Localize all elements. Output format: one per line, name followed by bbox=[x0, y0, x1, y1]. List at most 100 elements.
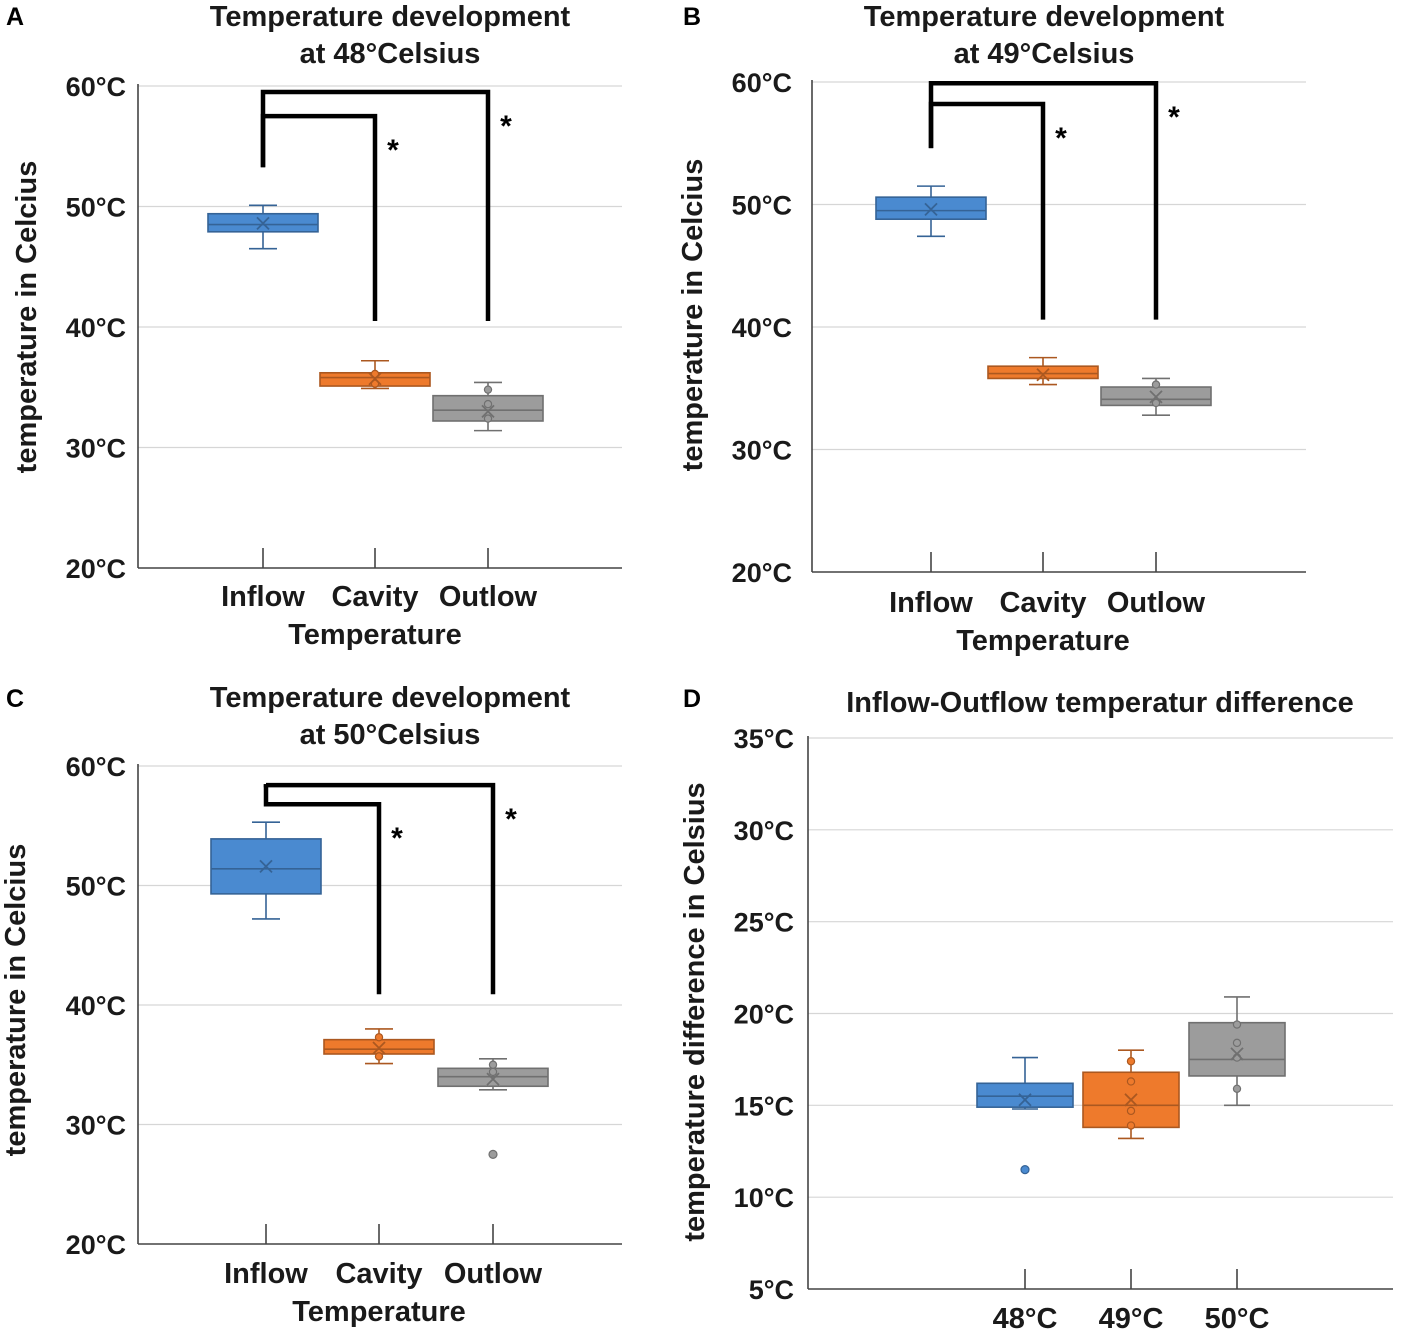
data-point bbox=[374, 1052, 384, 1061]
data-point bbox=[483, 414, 493, 423]
mean-marker bbox=[1230, 1047, 1244, 1061]
box-body bbox=[987, 365, 1099, 380]
data-point bbox=[1126, 1057, 1136, 1066]
box-cavity bbox=[987, 356, 1099, 386]
y-tick-label: 20°C bbox=[734, 1000, 794, 1030]
box-cavity bbox=[323, 1028, 435, 1065]
box-cavity bbox=[319, 359, 431, 390]
chart-title: Temperature development bbox=[210, 682, 571, 714]
mean-marker bbox=[1124, 1093, 1138, 1107]
box-outlow bbox=[432, 381, 544, 432]
data-point bbox=[1232, 1038, 1242, 1048]
chart-title: at 50°Celsius bbox=[300, 719, 481, 751]
panel-letter: C bbox=[6, 685, 24, 713]
box-outlow bbox=[1100, 377, 1212, 417]
y-axis-label: temperature in Celcius bbox=[0, 844, 32, 1157]
y-tick-label: 30°C bbox=[732, 436, 792, 466]
y-axis-label: temperature in Celcius bbox=[677, 159, 709, 472]
significance-star: * bbox=[505, 803, 517, 836]
panel-b: B Temperature development at 49°Celsius 20°… bbox=[677, 1, 1306, 657]
mean-marker bbox=[486, 1072, 500, 1086]
y-tick-label: 35°C bbox=[734, 724, 794, 754]
y-tick-label: 60°C bbox=[732, 68, 792, 98]
mean-marker bbox=[256, 216, 270, 231]
y-tick-label: 40°C bbox=[732, 313, 792, 343]
panel-c: C Temperature development at 50°Celsius 20°… bbox=[0, 682, 622, 1328]
significance-star: * bbox=[1168, 101, 1180, 134]
chart-title: Inflow-Outflow temperatur difference bbox=[846, 687, 1354, 719]
significance-bracket bbox=[263, 784, 382, 995]
box-body bbox=[1188, 1021, 1286, 1077]
outlier-point bbox=[1020, 1165, 1030, 1175]
y-tick-label: 30°C bbox=[66, 1111, 126, 1141]
x-tick-label: Cavity bbox=[999, 587, 1086, 619]
panel-letter: D bbox=[683, 685, 701, 713]
y-tick-label: 50°C bbox=[732, 191, 792, 221]
y-tick-label: 50°C bbox=[66, 193, 126, 223]
box-49c bbox=[1082, 1049, 1180, 1140]
box-inflow bbox=[875, 185, 987, 238]
data-point bbox=[488, 1060, 498, 1069]
data-point bbox=[374, 1033, 384, 1042]
box-50c bbox=[1188, 996, 1286, 1107]
mean-marker bbox=[924, 202, 938, 217]
y-tick-label: 40°C bbox=[66, 313, 126, 343]
mean-marker bbox=[1036, 368, 1050, 382]
y-axis-label: temperature in Celcius bbox=[11, 161, 43, 474]
y-tick-label: 50°C bbox=[66, 872, 126, 902]
outlier-point bbox=[488, 1149, 498, 1159]
y-axis-label: temperature difference in Celsius bbox=[679, 782, 711, 1241]
x-tick-label: Cavity bbox=[331, 581, 418, 613]
panel-a: A Temperature development at 48°Celsius 20°… bbox=[6, 1, 622, 651]
panel-letter: B bbox=[683, 3, 701, 31]
significance-bracket bbox=[263, 782, 496, 995]
y-tick-label: 10°C bbox=[734, 1183, 794, 1213]
x-tick-label: Cavity bbox=[335, 1258, 422, 1290]
box-48c bbox=[976, 1056, 1074, 1175]
x-tick-label: Outlow bbox=[444, 1258, 543, 1290]
data-point bbox=[483, 385, 493, 394]
significance-star: * bbox=[387, 134, 399, 167]
x-axis-label: Temperature bbox=[292, 1296, 466, 1328]
significance-bracket bbox=[928, 80, 1159, 320]
y-tick-label: 60°C bbox=[66, 752, 126, 782]
box-inflow bbox=[207, 204, 319, 250]
y-tick-label: 20°C bbox=[732, 558, 792, 588]
panel-d: D Inflow-Outflow temperatur difference 5°C… bbox=[679, 685, 1393, 1335]
x-tick-label: Inflow bbox=[221, 581, 305, 613]
y-tick-label: 5°C bbox=[749, 1275, 794, 1305]
x-tick-label: Outlow bbox=[1107, 587, 1206, 619]
mean-marker bbox=[1149, 390, 1163, 404]
y-tick-label: 15°C bbox=[734, 1091, 794, 1121]
chart-title: Temperature development bbox=[210, 1, 571, 33]
data-point bbox=[483, 399, 493, 409]
chart-title: at 48°Celsius bbox=[300, 38, 481, 70]
x-tick-label: Outlow bbox=[439, 581, 538, 613]
significance-star: * bbox=[1055, 122, 1067, 155]
significance-star: * bbox=[500, 110, 512, 143]
box-body bbox=[976, 1082, 1074, 1108]
mean-marker bbox=[1018, 1093, 1032, 1107]
data-point bbox=[1232, 1020, 1242, 1029]
x-axis-label: Temperature bbox=[288, 619, 462, 651]
box-inflow bbox=[210, 821, 322, 920]
mean-marker bbox=[259, 859, 273, 874]
data-point bbox=[1232, 1084, 1242, 1094]
data-point bbox=[1126, 1077, 1136, 1086]
mean-marker bbox=[368, 372, 382, 386]
x-tick-label: 49°C bbox=[1099, 1303, 1164, 1335]
data-point bbox=[1151, 380, 1161, 389]
y-tick-label: 20°C bbox=[66, 1230, 126, 1260]
chart-title: at 49°Celsius bbox=[954, 38, 1135, 70]
y-tick-label: 20°C bbox=[66, 554, 126, 584]
chart-title: Temperature development bbox=[864, 1, 1225, 33]
y-tick-label: 25°C bbox=[734, 908, 794, 938]
x-axis-label: Temperature bbox=[956, 625, 1130, 657]
data-point bbox=[1126, 1106, 1136, 1116]
y-tick-label: 60°C bbox=[66, 72, 126, 102]
y-tick-label: 30°C bbox=[734, 816, 794, 846]
data-point bbox=[1126, 1121, 1136, 1130]
mean-marker bbox=[372, 1041, 386, 1055]
panel-letter: A bbox=[6, 3, 24, 31]
x-tick-label: 50°C bbox=[1205, 1303, 1270, 1335]
